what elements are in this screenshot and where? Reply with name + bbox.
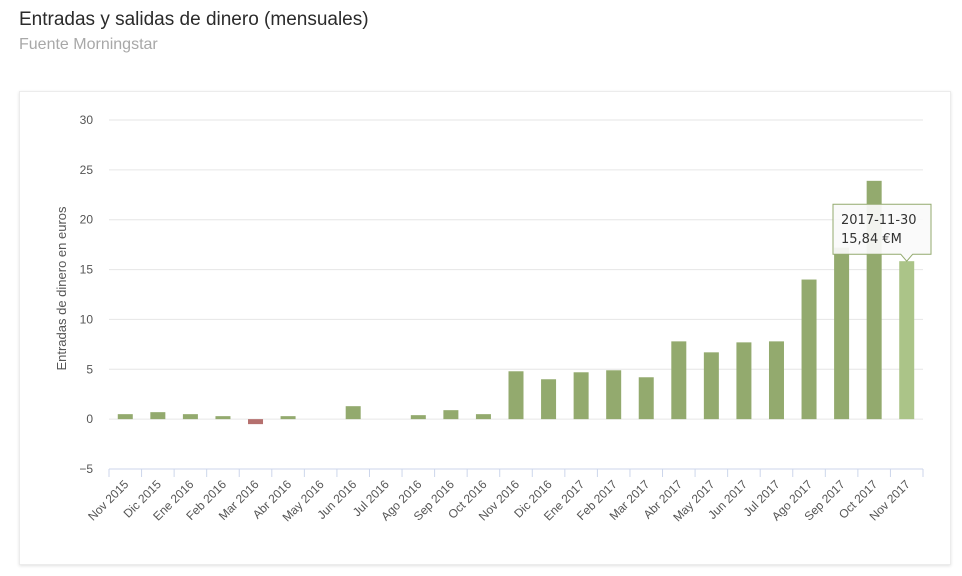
bar-nov-2015[interactable] <box>117 414 133 420</box>
bar-sep-2016[interactable] <box>443 410 459 420</box>
chart-subtitle: Fuente Morningstar <box>19 36 158 53</box>
bar-may-2017[interactable] <box>703 352 719 420</box>
tooltip: 2017-11-30 15,84 €M <box>832 203 932 262</box>
bar-abr-2017[interactable] <box>671 341 687 420</box>
y-axis-ticks: −5 0 5 10 15 20 25 30 <box>79 113 93 476</box>
y-tick-label: −5 <box>79 462 93 476</box>
chart-card: −5 0 5 10 15 20 25 30 Entradas de dinero en eur… <box>19 91 951 565</box>
bars <box>117 180 915 425</box>
bar-oct-2016[interactable] <box>475 414 491 420</box>
x-axis <box>108 468 924 477</box>
y-tick-label: 25 <box>80 163 94 177</box>
gridlines <box>109 119 923 470</box>
tooltip-date: 2017-11-30 <box>841 213 917 228</box>
bar-nov-2017[interactable] <box>899 261 915 420</box>
bar-ene-2016[interactable] <box>182 414 198 420</box>
bar-ago-2017[interactable] <box>801 279 817 420</box>
bar-chart: −5 0 5 10 15 20 25 30 Entradas de dinero en eur… <box>54 113 932 524</box>
bar-dic-2015[interactable] <box>150 412 166 420</box>
bar-mar-2016[interactable] <box>248 419 264 425</box>
bar-jun-2017[interactable] <box>736 342 752 420</box>
y-tick-label: 10 <box>80 312 94 326</box>
bar-ago-2016[interactable] <box>410 415 426 420</box>
bar-feb-2017[interactable] <box>606 370 622 420</box>
bar-sep-2017[interactable] <box>834 247 850 420</box>
y-tick-label: 20 <box>80 213 94 227</box>
bar-ene-2017[interactable] <box>573 372 589 420</box>
tooltip-box <box>832 203 932 262</box>
bar-abr-2016[interactable] <box>280 416 296 420</box>
bar-nov-2016[interactable] <box>508 371 524 420</box>
bar-dic-2016[interactable] <box>541 379 557 420</box>
y-tick-label: 5 <box>86 362 93 376</box>
y-axis-label: Entradas de dinero en euros <box>54 206 69 371</box>
x-tick-label: Nov 2015 <box>85 477 131 523</box>
bar-jul-2017[interactable] <box>768 341 784 420</box>
bar-jun-2016[interactable] <box>345 406 361 420</box>
tooltip-value: 15,84 €M <box>841 232 902 247</box>
y-tick-label: 0 <box>86 412 93 426</box>
bar-mar-2017[interactable] <box>638 377 654 420</box>
bar-feb-2016[interactable] <box>215 416 231 420</box>
y-tick-label: 30 <box>80 113 94 127</box>
chart-title: Entradas y salidas de dinero (mensuales) <box>19 9 369 30</box>
y-tick-label: 15 <box>80 263 94 277</box>
